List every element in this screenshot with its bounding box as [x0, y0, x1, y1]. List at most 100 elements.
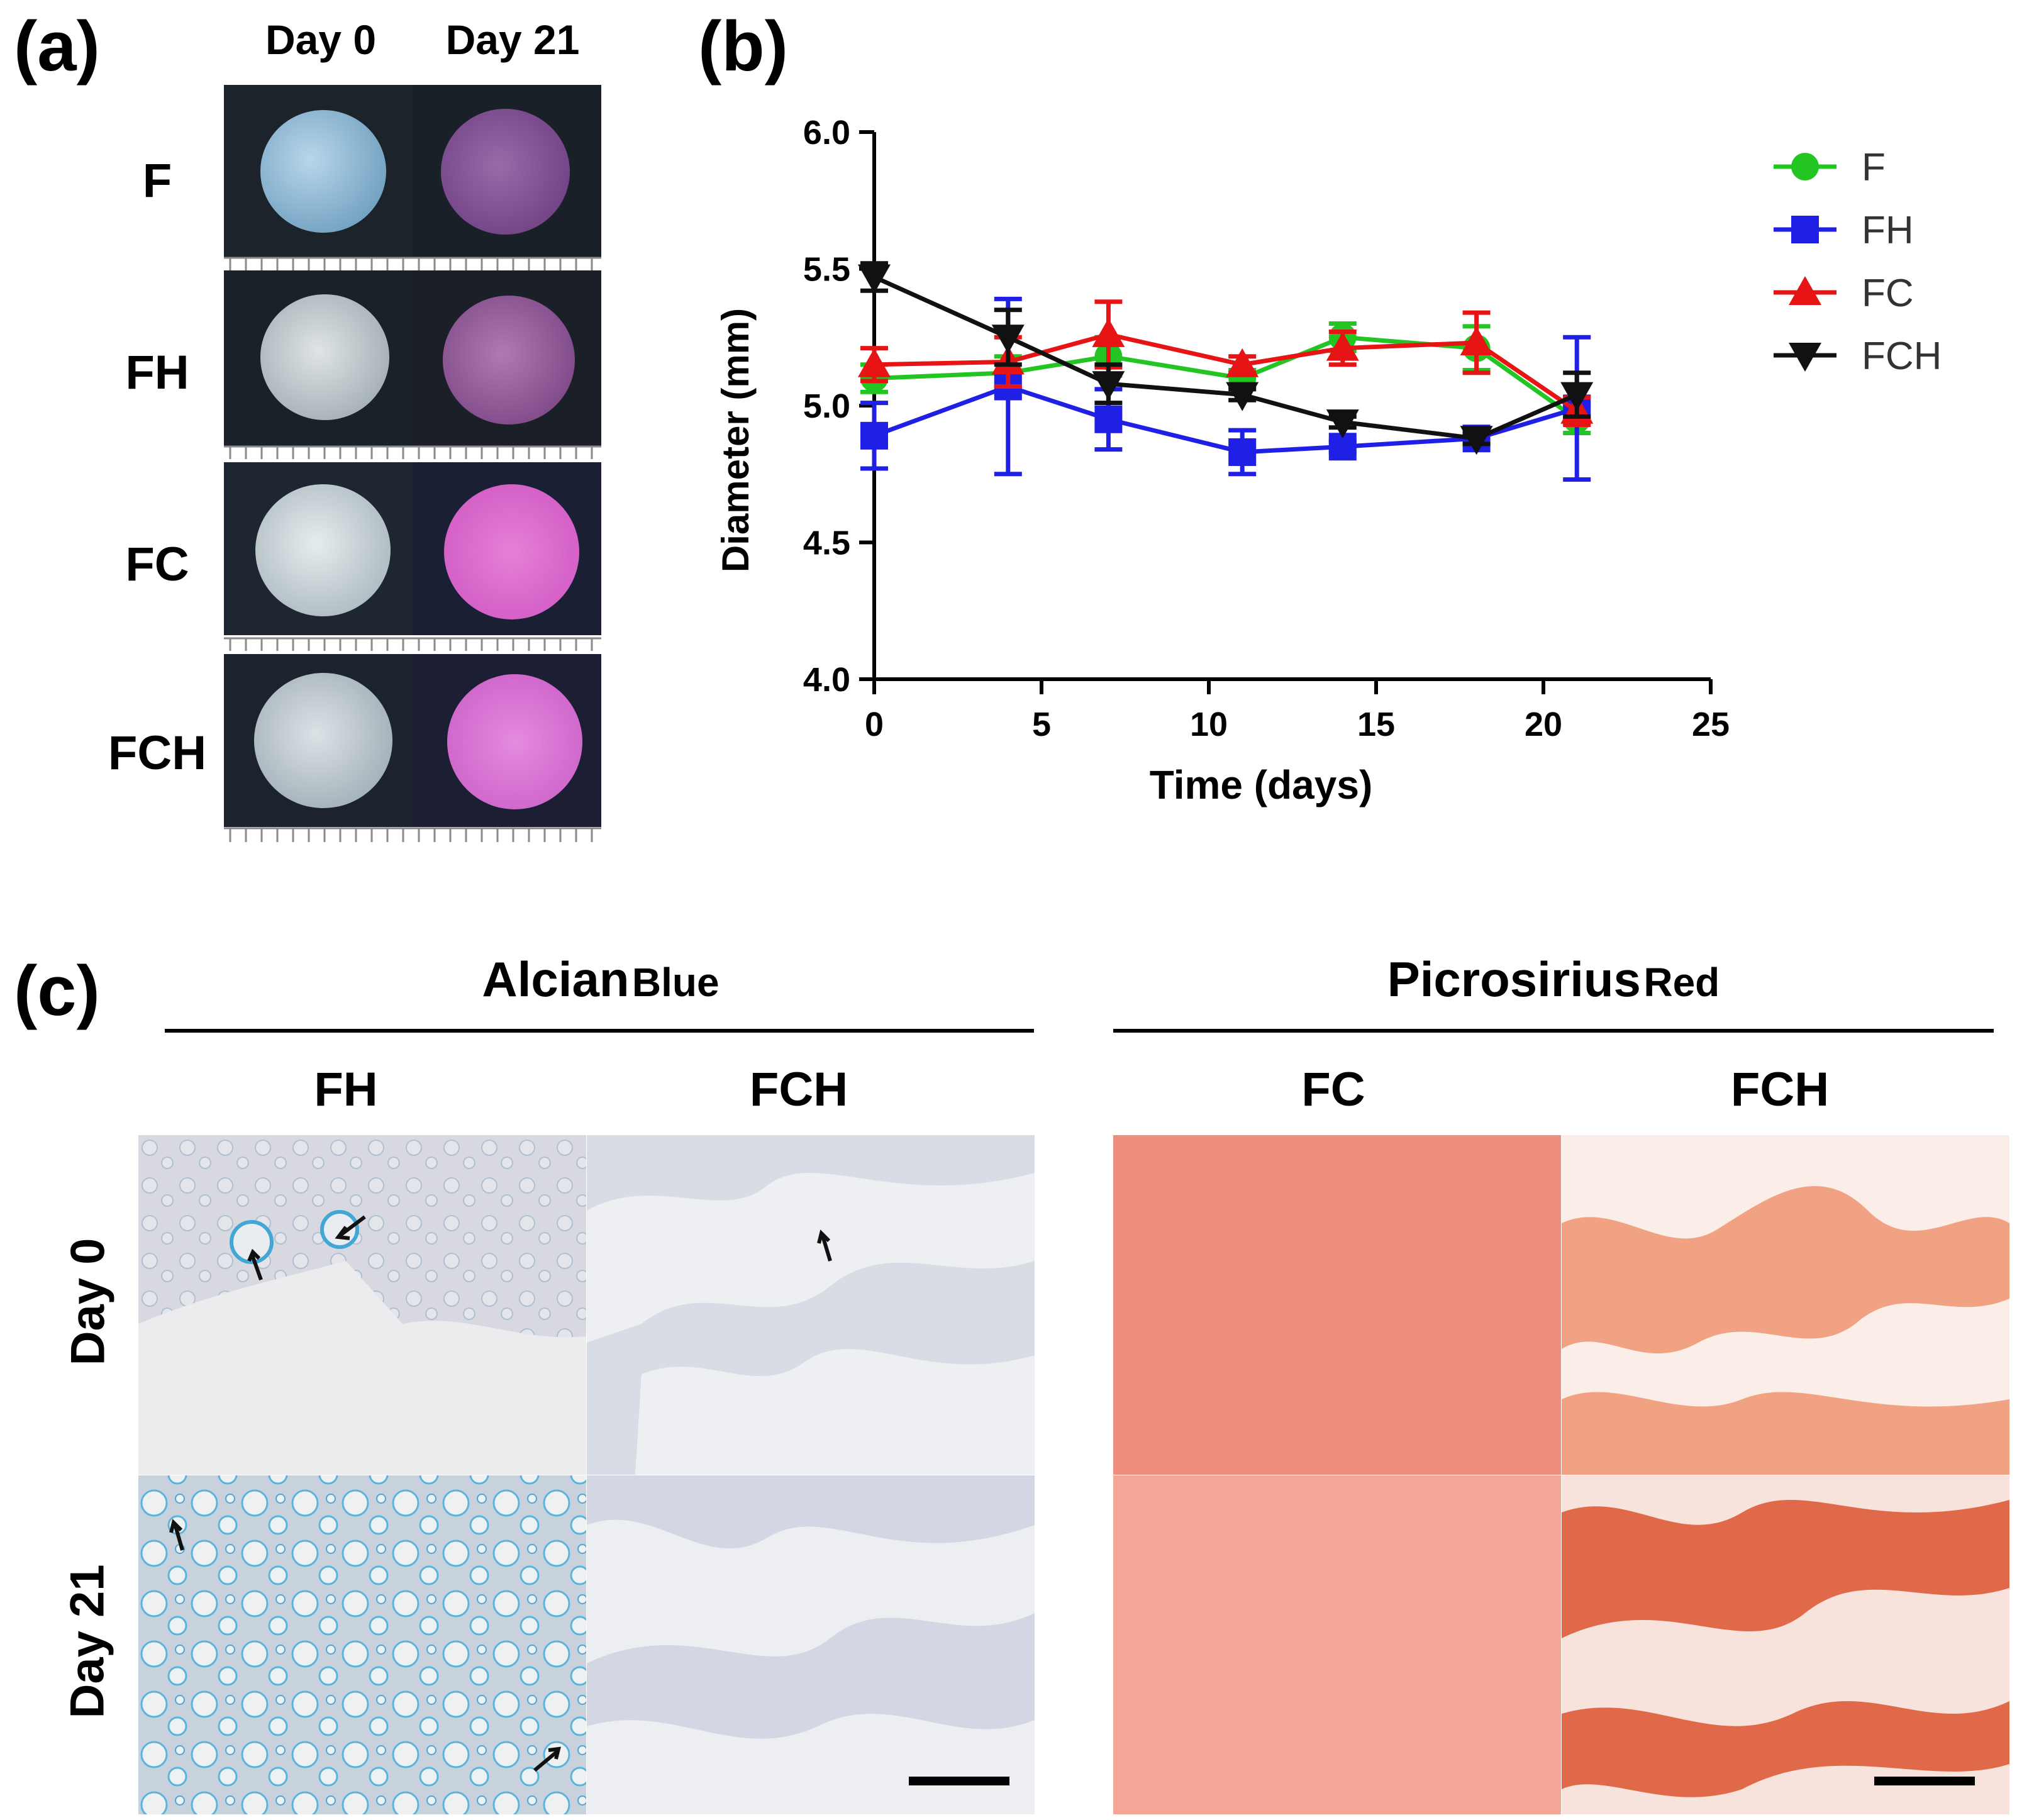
ruler-strip-4	[224, 827, 601, 842]
y-tick-label: 5.5	[803, 251, 850, 289]
scaffold-f-day21	[441, 109, 570, 235]
photo-fc-day0	[224, 462, 413, 635]
scale-bar-picro	[1874, 1777, 1975, 1785]
panel-c-label: (c)	[14, 952, 100, 1030]
y-tick-label: 4.0	[803, 661, 850, 699]
ruler-strip-3	[224, 637, 601, 651]
tile-fch-alcian-day21	[587, 1475, 1035, 1814]
chart-series	[858, 261, 1594, 482]
scaffold-fch-day21	[447, 674, 582, 809]
diameter-chart: 0 5 10 15 20 25 4.0 4.5 5.0 5.5 6.0 F FH FC FCH Time …	[714, 114, 1942, 807]
stain-suffix-alcian: Blue	[631, 960, 720, 1005]
legend-item-fc: FC	[1774, 272, 1914, 315]
scaffold-fc-day0	[255, 484, 391, 616]
scaffold-fc-day21	[444, 484, 579, 619]
tile-fc-day21	[1113, 1475, 1561, 1814]
series-fch	[858, 261, 1594, 455]
data-point-fch	[1226, 382, 1259, 411]
photo-fch-day21	[413, 654, 601, 827]
scaffold-fch-day0	[254, 673, 392, 808]
x-tick-label: 0	[865, 706, 884, 743]
x-tick-label: 5	[1032, 706, 1051, 743]
tile-fh-day0	[138, 1135, 586, 1475]
tile-fc-day0	[1113, 1135, 1561, 1475]
y-tick-label: 4.5	[803, 524, 850, 562]
divider-picro	[1113, 1029, 1994, 1033]
panel-a-label: (a)	[14, 7, 100, 86]
data-point-fh	[860, 421, 888, 450]
legend-label-fh: FH	[1862, 209, 1914, 252]
col-header-day21: Day 21	[445, 16, 580, 63]
x-axis-label: Time (days)	[1150, 762, 1373, 807]
group-header-fc: FC	[1301, 1063, 1365, 1116]
col-header-day0: Day 0	[265, 16, 377, 63]
row-label-fch: FCH	[108, 726, 207, 780]
stain-title-alcian: Alcian Blue	[164, 955, 1038, 1004]
scaffold-f-day0	[260, 110, 386, 233]
ruler-strip-1	[224, 257, 601, 270]
data-point-fh	[1094, 405, 1123, 433]
data-point-fch	[1326, 409, 1359, 439]
photo-fch-day0	[224, 654, 413, 827]
legend-item-fh: FH	[1774, 209, 1914, 252]
legend-label-fch: FCH	[1862, 335, 1942, 378]
histology-picro-grid	[1113, 1135, 2009, 1814]
photo-f-day0	[224, 85, 413, 258]
data-point-fh	[1228, 438, 1257, 466]
legend-item-fch: FCH	[1774, 335, 1942, 378]
row-label-f: F	[142, 154, 172, 208]
group-header-fch-picro: FCH	[1730, 1063, 1830, 1116]
histology-alcian-grid	[138, 1135, 1035, 1814]
x-tick-label: 10	[1190, 706, 1228, 743]
stain-suffix-picro: Red	[1643, 960, 1720, 1005]
tile-fch-picro-day0	[1562, 1135, 2009, 1475]
tile-fh-day21	[138, 1475, 586, 1814]
data-point-fch	[858, 264, 891, 294]
data-point-fch	[1092, 371, 1125, 401]
stain-name-picro: Picrosirius	[1387, 952, 1641, 1007]
group-header-fh: FH	[314, 1063, 378, 1116]
photo-f-day21	[413, 85, 601, 258]
ruler-strips	[224, 257, 601, 842]
chart-legend: F FH FC FCH	[1774, 146, 1942, 378]
data-point-fc	[1460, 326, 1493, 355]
row-label-day21-text: Day 21	[61, 1564, 115, 1719]
row-label-day0-text: Day 0	[61, 1238, 114, 1366]
y-axis-label: Diameter (mm)	[714, 308, 757, 572]
data-point-fc	[858, 348, 891, 377]
scaffold-fh-day0	[260, 294, 389, 420]
legend-label-fc: FC	[1862, 272, 1914, 315]
chart-axes: 0 5 10 15 20 25 4.0 4.5 5.0 5.5 6.0	[803, 114, 1730, 743]
legend-marker-f	[1791, 153, 1819, 180]
photo-fh-day0	[224, 270, 413, 447]
data-point-fc	[1226, 348, 1259, 377]
legend-marker-fh	[1791, 216, 1819, 243]
data-point-fch	[1560, 382, 1594, 411]
group-header-fch-alcian: FCH	[749, 1063, 848, 1116]
data-point-fch	[1460, 426, 1493, 455]
stain-name-alcian: Alcian	[482, 952, 630, 1007]
y-tick-label: 5.0	[803, 387, 850, 425]
legend-item-f: F	[1774, 146, 1886, 189]
x-tick-label: 15	[1357, 706, 1395, 743]
legend-marker-fc	[1789, 276, 1821, 305]
x-tick-label: 25	[1692, 706, 1730, 743]
row-label-day0: Day 0	[25, 1238, 151, 1366]
photo-fh-day21	[413, 270, 601, 447]
legend-marker-fch	[1789, 343, 1821, 372]
tile-fch-picro-day21	[1562, 1475, 2009, 1814]
row-label-day21: Day 21	[25, 1564, 151, 1718]
stain-title-picro: Picrosirius Red	[1113, 955, 1994, 1004]
row-label-fh: FH	[125, 346, 189, 399]
x-tick-label: 20	[1525, 706, 1562, 743]
tile-fch-alcian-day0	[587, 1135, 1035, 1475]
ruler-strip-2	[224, 445, 601, 459]
row-label-fc: FC	[125, 538, 189, 591]
data-point-fch	[991, 325, 1025, 354]
scaffold-fh-day21	[443, 296, 575, 424]
y-tick-label: 6.0	[803, 114, 850, 152]
data-point-fc	[1092, 318, 1125, 347]
photo-fc-day21	[413, 462, 601, 635]
legend-label-f: F	[1862, 146, 1886, 189]
data-point-fc	[1326, 331, 1359, 361]
